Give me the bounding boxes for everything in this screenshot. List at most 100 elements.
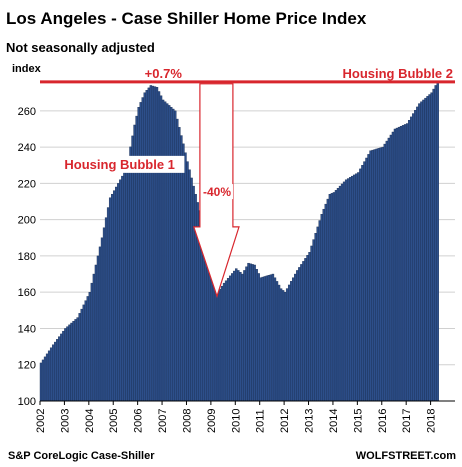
y-tick-label: 160: [18, 287, 36, 299]
bar: [393, 128, 397, 402]
x-tick-label: 2018: [426, 409, 438, 433]
bar: [100, 237, 104, 402]
bar: [361, 165, 364, 402]
bar: [41, 359, 45, 402]
bar: [294, 273, 297, 402]
bar: [255, 269, 258, 402]
bar: [149, 85, 153, 402]
bar: [355, 173, 358, 402]
bar: [70, 322, 73, 402]
bar: [428, 94, 431, 402]
bar: [188, 169, 191, 402]
bar: [98, 246, 102, 402]
bar: [214, 284, 218, 402]
bar: [408, 119, 411, 402]
bar: [161, 99, 165, 402]
bar: [379, 147, 382, 402]
bar: [357, 172, 360, 402]
x-tick-label: 2013: [304, 409, 316, 433]
bar: [68, 324, 71, 402]
bar: [405, 123, 409, 402]
x-tick-label: 2011: [255, 409, 267, 433]
bar: [151, 85, 155, 402]
bar: [174, 110, 177, 402]
bar: [58, 336, 61, 402]
bar: [395, 127, 399, 402]
bar: [275, 281, 279, 402]
y-tick-label: 120: [18, 360, 36, 372]
bar: [387, 137, 391, 402]
bar: [420, 101, 423, 402]
bar: [422, 99, 425, 402]
bar: [206, 250, 210, 402]
bar: [367, 154, 370, 402]
bar: [359, 168, 362, 402]
bar: [108, 197, 112, 402]
bar: [56, 339, 59, 402]
bar: [298, 267, 301, 402]
x-tick-label: 2004: [84, 409, 96, 433]
chart-subtitle: Not seasonally adjusted: [6, 40, 155, 55]
bar: [283, 291, 287, 402]
bar: [159, 95, 163, 402]
bar: [157, 91, 161, 402]
bar: [263, 276, 266, 402]
bar: [88, 291, 92, 402]
bar: [334, 190, 338, 402]
bar: [169, 106, 173, 402]
bar: [228, 275, 232, 402]
bar: [121, 175, 124, 402]
bar: [371, 149, 374, 402]
bar: [165, 103, 169, 402]
x-tick-label: 2016: [377, 409, 389, 433]
bar: [318, 220, 321, 402]
bar: [52, 344, 55, 402]
bar: [290, 281, 293, 402]
bar: [239, 272, 242, 402]
bar: [60, 333, 63, 402]
x-tick-label: 2002: [35, 409, 47, 433]
bar: [78, 313, 81, 402]
bar: [300, 264, 303, 402]
bar: [267, 275, 271, 402]
bar: [296, 270, 299, 402]
bar: [80, 308, 83, 402]
bar: [106, 207, 110, 402]
bar: [145, 90, 149, 402]
bar: [430, 92, 433, 402]
bar: [401, 125, 405, 402]
bar: [310, 245, 313, 402]
bar: [314, 233, 317, 402]
bar: [344, 179, 348, 402]
bar: [375, 148, 378, 402]
peak-change-label: +0.7%: [145, 66, 183, 81]
bar: [172, 108, 175, 402]
bar: [143, 92, 146, 402]
bar: [231, 273, 234, 402]
bar: [194, 194, 197, 402]
bar: [96, 255, 100, 402]
bar: [285, 288, 289, 402]
bar: [279, 288, 283, 402]
bar-series: [39, 81, 439, 402]
bar: [414, 110, 417, 402]
bar: [141, 97, 144, 402]
housing-bubble-1-label-background: [62, 155, 185, 173]
bar: [119, 179, 122, 402]
bar: [326, 198, 330, 402]
bar: [45, 353, 49, 402]
bar: [235, 268, 238, 402]
bar: [49, 347, 53, 402]
bar: [245, 266, 248, 402]
x-tick-label: 2006: [133, 409, 145, 433]
y-tick-label: 100: [18, 396, 36, 408]
bar: [432, 88, 435, 402]
bar: [426, 96, 429, 402]
bar: [342, 181, 346, 402]
bar: [115, 186, 118, 402]
x-tick-label: 2007: [157, 409, 169, 433]
bar: [224, 280, 228, 402]
y-tick-label: 220: [18, 178, 36, 190]
bar: [251, 264, 254, 402]
x-tick-label: 2003: [59, 409, 71, 433]
